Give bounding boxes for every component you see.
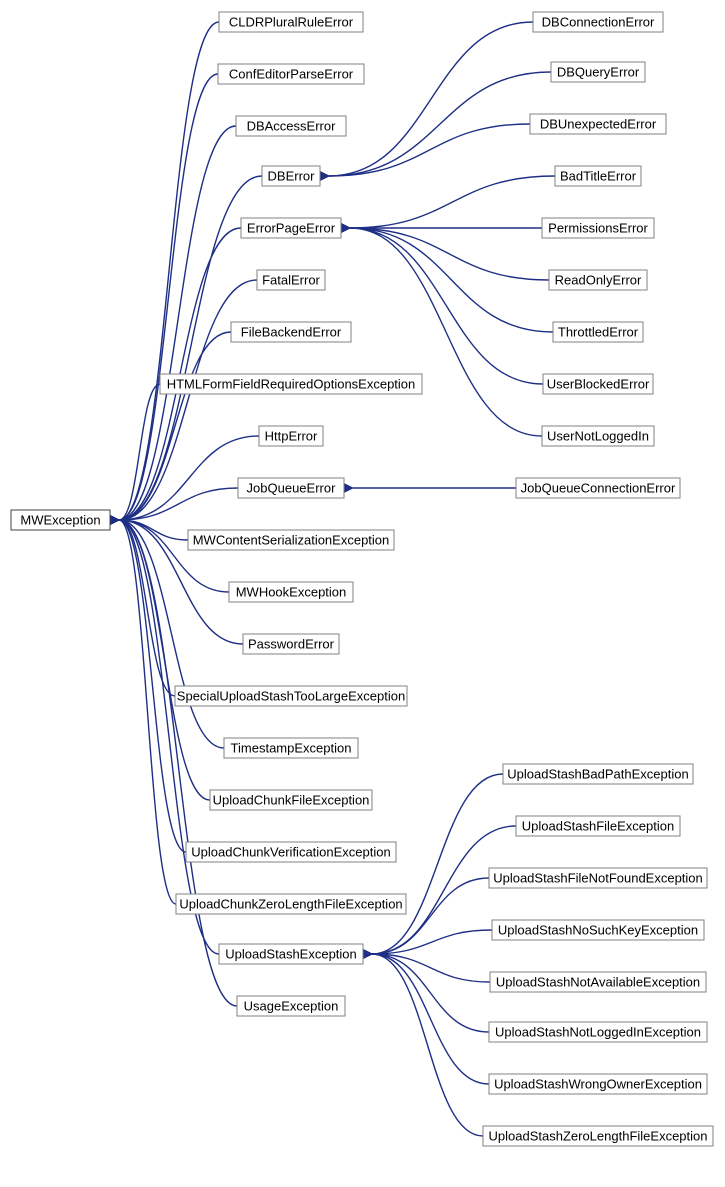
- class-node[interactable]: CLDRPluralRuleError: [219, 12, 363, 32]
- class-node-label: UploadChunkZeroLengthFileException: [179, 896, 402, 911]
- class-node-label: SpecialUploadStashTooLargeException: [177, 688, 405, 703]
- class-node-label: MWHookException: [236, 584, 347, 599]
- inheritance-edge: [119, 74, 218, 520]
- class-node-label: DBUnexpectedError: [540, 116, 657, 131]
- class-node[interactable]: ReadOnlyError: [549, 270, 647, 290]
- inheritance-edge: [119, 520, 176, 904]
- class-node[interactable]: PasswordError: [243, 634, 339, 654]
- class-node[interactable]: UploadStashNotLoggedInException: [489, 1022, 707, 1042]
- class-node[interactable]: UploadStashWrongOwnerException: [489, 1074, 707, 1094]
- class-node-label: MWException: [20, 512, 100, 527]
- class-node-label: DBQueryError: [557, 64, 640, 79]
- class-node-label: DBAccessError: [247, 118, 337, 133]
- inheritance-edge: [350, 228, 543, 384]
- class-node[interactable]: UploadStashFileException: [516, 816, 680, 836]
- class-node-label: UsageException: [244, 998, 339, 1013]
- class-node[interactable]: HttpError: [259, 426, 323, 446]
- class-node[interactable]: ConfEditorParseError: [218, 64, 364, 84]
- class-node[interactable]: JobQueueError: [238, 478, 344, 498]
- class-node-label: ConfEditorParseError: [229, 66, 354, 81]
- class-node-label: DBConnectionError: [542, 14, 655, 29]
- class-node[interactable]: FileBackendError: [231, 322, 351, 342]
- class-node-label: JobQueueConnectionError: [521, 480, 676, 495]
- class-node[interactable]: UploadStashException: [219, 944, 363, 964]
- class-node-label: HttpError: [265, 428, 318, 443]
- class-node-label: UploadStashFileNotFoundException: [493, 870, 703, 885]
- class-node-label: FatalError: [262, 272, 320, 287]
- class-node[interactable]: PermissionsError: [542, 218, 654, 238]
- class-node[interactable]: MWException: [11, 510, 110, 530]
- class-node[interactable]: MWContentSerializationException: [188, 530, 394, 550]
- class-node[interactable]: DBQueryError: [551, 62, 645, 82]
- class-node[interactable]: MWHookException: [229, 582, 353, 602]
- class-node-label: UserNotLoggedIn: [547, 428, 649, 443]
- class-node[interactable]: UploadChunkZeroLengthFileException: [176, 894, 406, 914]
- class-node-label: MWContentSerializationException: [193, 532, 390, 547]
- class-node[interactable]: UserNotLoggedIn: [542, 426, 654, 446]
- class-node-label: UserBlockedError: [547, 376, 650, 391]
- class-node[interactable]: UploadStashFileNotFoundException: [489, 868, 707, 888]
- edges-layer: [119, 22, 555, 1136]
- class-node-label: JobQueueError: [247, 480, 337, 495]
- class-node[interactable]: UsageException: [237, 996, 345, 1016]
- class-node-label: UploadStashException: [225, 946, 357, 961]
- class-node[interactable]: DBAccessError: [236, 116, 346, 136]
- inheritance-edge: [350, 228, 542, 436]
- class-node-label: UploadStashZeroLengthFileException: [489, 1128, 708, 1143]
- class-node-label: UploadStashFileException: [522, 818, 674, 833]
- class-node-label: UploadStashNoSuchKeyException: [498, 922, 698, 937]
- class-node[interactable]: UploadChunkVerificationException: [186, 842, 396, 862]
- class-node[interactable]: DBError: [262, 166, 320, 186]
- nodes-layer: MWException CLDRPluralRuleError ConfEditor…: [11, 12, 713, 1146]
- class-node-label: UploadChunkFileException: [213, 792, 370, 807]
- class-node-label: ReadOnlyError: [555, 272, 642, 287]
- class-node[interactable]: ErrorPageError: [241, 218, 341, 238]
- class-node-label: DBError: [268, 168, 316, 183]
- class-node-label: BadTitleError: [560, 168, 637, 183]
- class-node[interactable]: DBConnectionError: [533, 12, 663, 32]
- class-node-label: PasswordError: [248, 636, 335, 651]
- class-node-label: UploadStashNotLoggedInException: [495, 1024, 701, 1039]
- class-node-label: FileBackendError: [241, 324, 342, 339]
- class-node[interactable]: SpecialUploadStashTooLargeException: [175, 686, 407, 706]
- class-node-label: UploadChunkVerificationException: [191, 844, 390, 859]
- class-node[interactable]: TimestampException: [224, 738, 358, 758]
- class-node[interactable]: UploadStashNoSuchKeyException: [492, 920, 704, 940]
- inheritance-edge: [372, 954, 483, 1136]
- class-node[interactable]: UploadStashZeroLengthFileException: [483, 1126, 713, 1146]
- class-node-label: TimestampException: [231, 740, 352, 755]
- inheritance-edge: [119, 332, 231, 520]
- class-node-label: PermissionsError: [548, 220, 648, 235]
- class-node[interactable]: JobQueueConnectionError: [516, 478, 680, 498]
- class-node[interactable]: FatalError: [257, 270, 325, 290]
- class-node-label: ErrorPageError: [247, 220, 336, 235]
- inheritance-edge: [350, 176, 555, 228]
- class-node-label: UploadStashNotAvailableException: [496, 974, 700, 989]
- class-node[interactable]: HTMLFormFieldRequiredOptionsException: [160, 374, 422, 394]
- inheritance-edge: [329, 22, 533, 176]
- class-node[interactable]: UploadChunkFileException: [210, 790, 372, 810]
- class-node[interactable]: UploadStashNotAvailableException: [490, 972, 706, 992]
- class-node[interactable]: UserBlockedError: [543, 374, 653, 394]
- class-node[interactable]: UploadStashBadPathException: [503, 764, 693, 784]
- class-node[interactable]: DBUnexpectedError: [530, 114, 666, 134]
- inheritance-edge: [372, 774, 503, 954]
- class-node-label: HTMLFormFieldRequiredOptionsException: [167, 376, 416, 391]
- class-node-label: ThrottledError: [558, 324, 639, 339]
- class-node-label: UploadStashWrongOwnerException: [494, 1076, 702, 1091]
- inheritance-edge: [329, 124, 530, 176]
- class-node[interactable]: ThrottledError: [553, 322, 643, 342]
- class-node-label: UploadStashBadPathException: [507, 766, 688, 781]
- inheritance-edge: [350, 228, 553, 332]
- inheritance-diagram: MWException CLDRPluralRuleError ConfEditor…: [0, 0, 725, 1187]
- class-node[interactable]: BadTitleError: [555, 166, 641, 186]
- class-node-label: CLDRPluralRuleError: [229, 14, 354, 29]
- inheritance-edge: [372, 954, 489, 1084]
